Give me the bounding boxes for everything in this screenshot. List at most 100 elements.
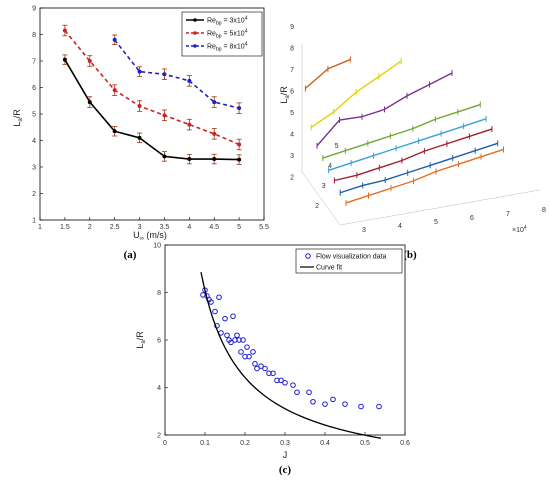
panel-a-legend: Rebp = 3x104 Rebp = 5x104 Rebp = 8x104 xyxy=(181,11,263,57)
legend-marker xyxy=(193,18,197,22)
series-6 xyxy=(310,58,402,131)
panel-a-caption: (a) xyxy=(124,249,137,261)
series-4 xyxy=(322,101,481,162)
legend-entry: Flow visualization data xyxy=(316,254,387,261)
y-tick-label: 5 xyxy=(32,112,36,119)
data-point xyxy=(212,131,217,136)
panel-b-3d-axes: 2 3 4 5 6 7 8 9 2 3 4 5 3 4 5 6 7 8 xyxy=(290,24,546,234)
series-7 xyxy=(304,56,351,92)
z-tick-label: 5 xyxy=(290,110,294,117)
data-point xyxy=(62,28,67,33)
series-3 xyxy=(328,115,487,174)
data-point xyxy=(232,337,238,343)
series-1 xyxy=(339,140,499,196)
x-tick-label: 3 xyxy=(362,227,366,234)
data-point xyxy=(187,122,192,127)
data-point xyxy=(258,363,264,369)
series-line xyxy=(339,142,498,194)
data-point xyxy=(216,294,222,301)
legend-entry: Rebp = 3x104 xyxy=(207,16,248,27)
data-point xyxy=(237,106,242,111)
curve-fit-line xyxy=(200,272,382,439)
data-point xyxy=(212,100,217,105)
series-line xyxy=(334,128,493,182)
panel-c-axes-box xyxy=(164,244,406,436)
series-2 xyxy=(112,34,242,114)
data-point xyxy=(252,360,258,367)
depth-tick-label: 5 xyxy=(335,143,339,150)
x-tick-label: 0.3 xyxy=(280,440,290,447)
depth-tick-label: 2 xyxy=(315,203,319,210)
data-point xyxy=(246,353,252,360)
data-point xyxy=(234,332,240,339)
panel-b-chart: 2 3 4 5 6 7 8 9 2 3 4 5 3 4 5 6 7 8 La/R ×104 (b) xyxy=(279,24,546,261)
data-point xyxy=(237,142,242,147)
x-tick-label: 6 xyxy=(470,215,474,222)
series-0 xyxy=(345,146,504,206)
z-tick-label: 8 xyxy=(290,46,294,53)
series-line xyxy=(345,148,504,204)
data-point xyxy=(270,370,276,377)
panel-c-y-label: La/R xyxy=(135,331,147,349)
data-point xyxy=(236,337,242,343)
depth-tick-label: 4 xyxy=(328,163,332,170)
data-point xyxy=(237,157,242,162)
data-point xyxy=(310,398,316,405)
y-tick-label: 9 xyxy=(32,6,36,13)
z-tick-label: 3 xyxy=(290,153,294,160)
data-point xyxy=(306,389,312,396)
data-point xyxy=(376,403,382,410)
panel-b-caption: (b) xyxy=(403,249,417,261)
data-point xyxy=(87,100,92,105)
y-tick-label: 2 xyxy=(157,433,161,440)
x-tick-label: 1.5 xyxy=(60,224,70,231)
data-point xyxy=(137,69,142,74)
x-tick-label: 5 xyxy=(237,224,241,231)
z-tick-label: 4 xyxy=(290,132,294,139)
scatter-series xyxy=(200,287,382,410)
panel-a-series xyxy=(62,24,242,165)
x-tick-label: 4.5 xyxy=(209,224,219,231)
y-tick-label: 10 xyxy=(153,243,161,250)
data-point xyxy=(262,365,268,372)
data-point xyxy=(212,157,217,162)
legend-entry: Rebp = 5x104 xyxy=(207,29,248,40)
legend-entry: Curve fit xyxy=(316,265,342,272)
data-point xyxy=(112,37,117,42)
x-tick-label: 7 xyxy=(506,211,510,218)
panel-a-y-ticks: 1 2 3 4 5 6 7 8 9 xyxy=(32,6,43,225)
panel-a-x-ticks: 1 1.5 2 2.5 3 3.5 4 4.5 5 5.5 xyxy=(38,217,269,231)
data-point xyxy=(187,157,192,162)
data-point xyxy=(266,370,272,377)
x-tick-label: 2 xyxy=(88,224,92,231)
panel-c-x-label: J xyxy=(283,450,288,460)
depth-tick-label: 3 xyxy=(322,183,326,190)
y-tick-label: 2 xyxy=(32,191,36,198)
y-tick-label: 6 xyxy=(157,338,161,345)
data-point xyxy=(250,349,256,355)
panel-c-x-ticks: 0 0.1 0.2 0.3 0.4 0.5 0.6 xyxy=(163,432,410,447)
y-tick-label: 4 xyxy=(32,138,36,145)
y-tick-label: 7 xyxy=(32,59,36,66)
series-line xyxy=(114,39,240,109)
series-0 xyxy=(62,54,242,165)
data-point xyxy=(274,377,280,384)
z-tick-label: 2 xyxy=(290,175,294,182)
panel-c-legend: Flow visualization data Curve fit xyxy=(295,248,403,274)
y-tick-label: 1 xyxy=(32,218,36,225)
x-tick-label: 0.2 xyxy=(240,440,250,447)
data-point xyxy=(162,113,167,118)
data-point xyxy=(137,104,142,109)
data-point xyxy=(112,88,117,93)
data-point xyxy=(238,349,244,355)
data-point xyxy=(322,401,328,407)
x-tick-label: 0.6 xyxy=(400,440,410,447)
y-tick-label: 4 xyxy=(157,385,161,392)
x-tick-label: 2.5 xyxy=(110,224,120,231)
x-tick-label: 1 xyxy=(38,224,42,231)
data-point xyxy=(112,129,117,134)
panel-c-chart: 0 0.1 0.2 0.3 0.4 0.5 0.6 2 4 6 8 10 J La/R Flow v… xyxy=(135,243,410,477)
data-point xyxy=(212,308,218,315)
x-tick-label: 5.5 xyxy=(259,224,269,231)
depth-axis-line xyxy=(301,171,341,226)
